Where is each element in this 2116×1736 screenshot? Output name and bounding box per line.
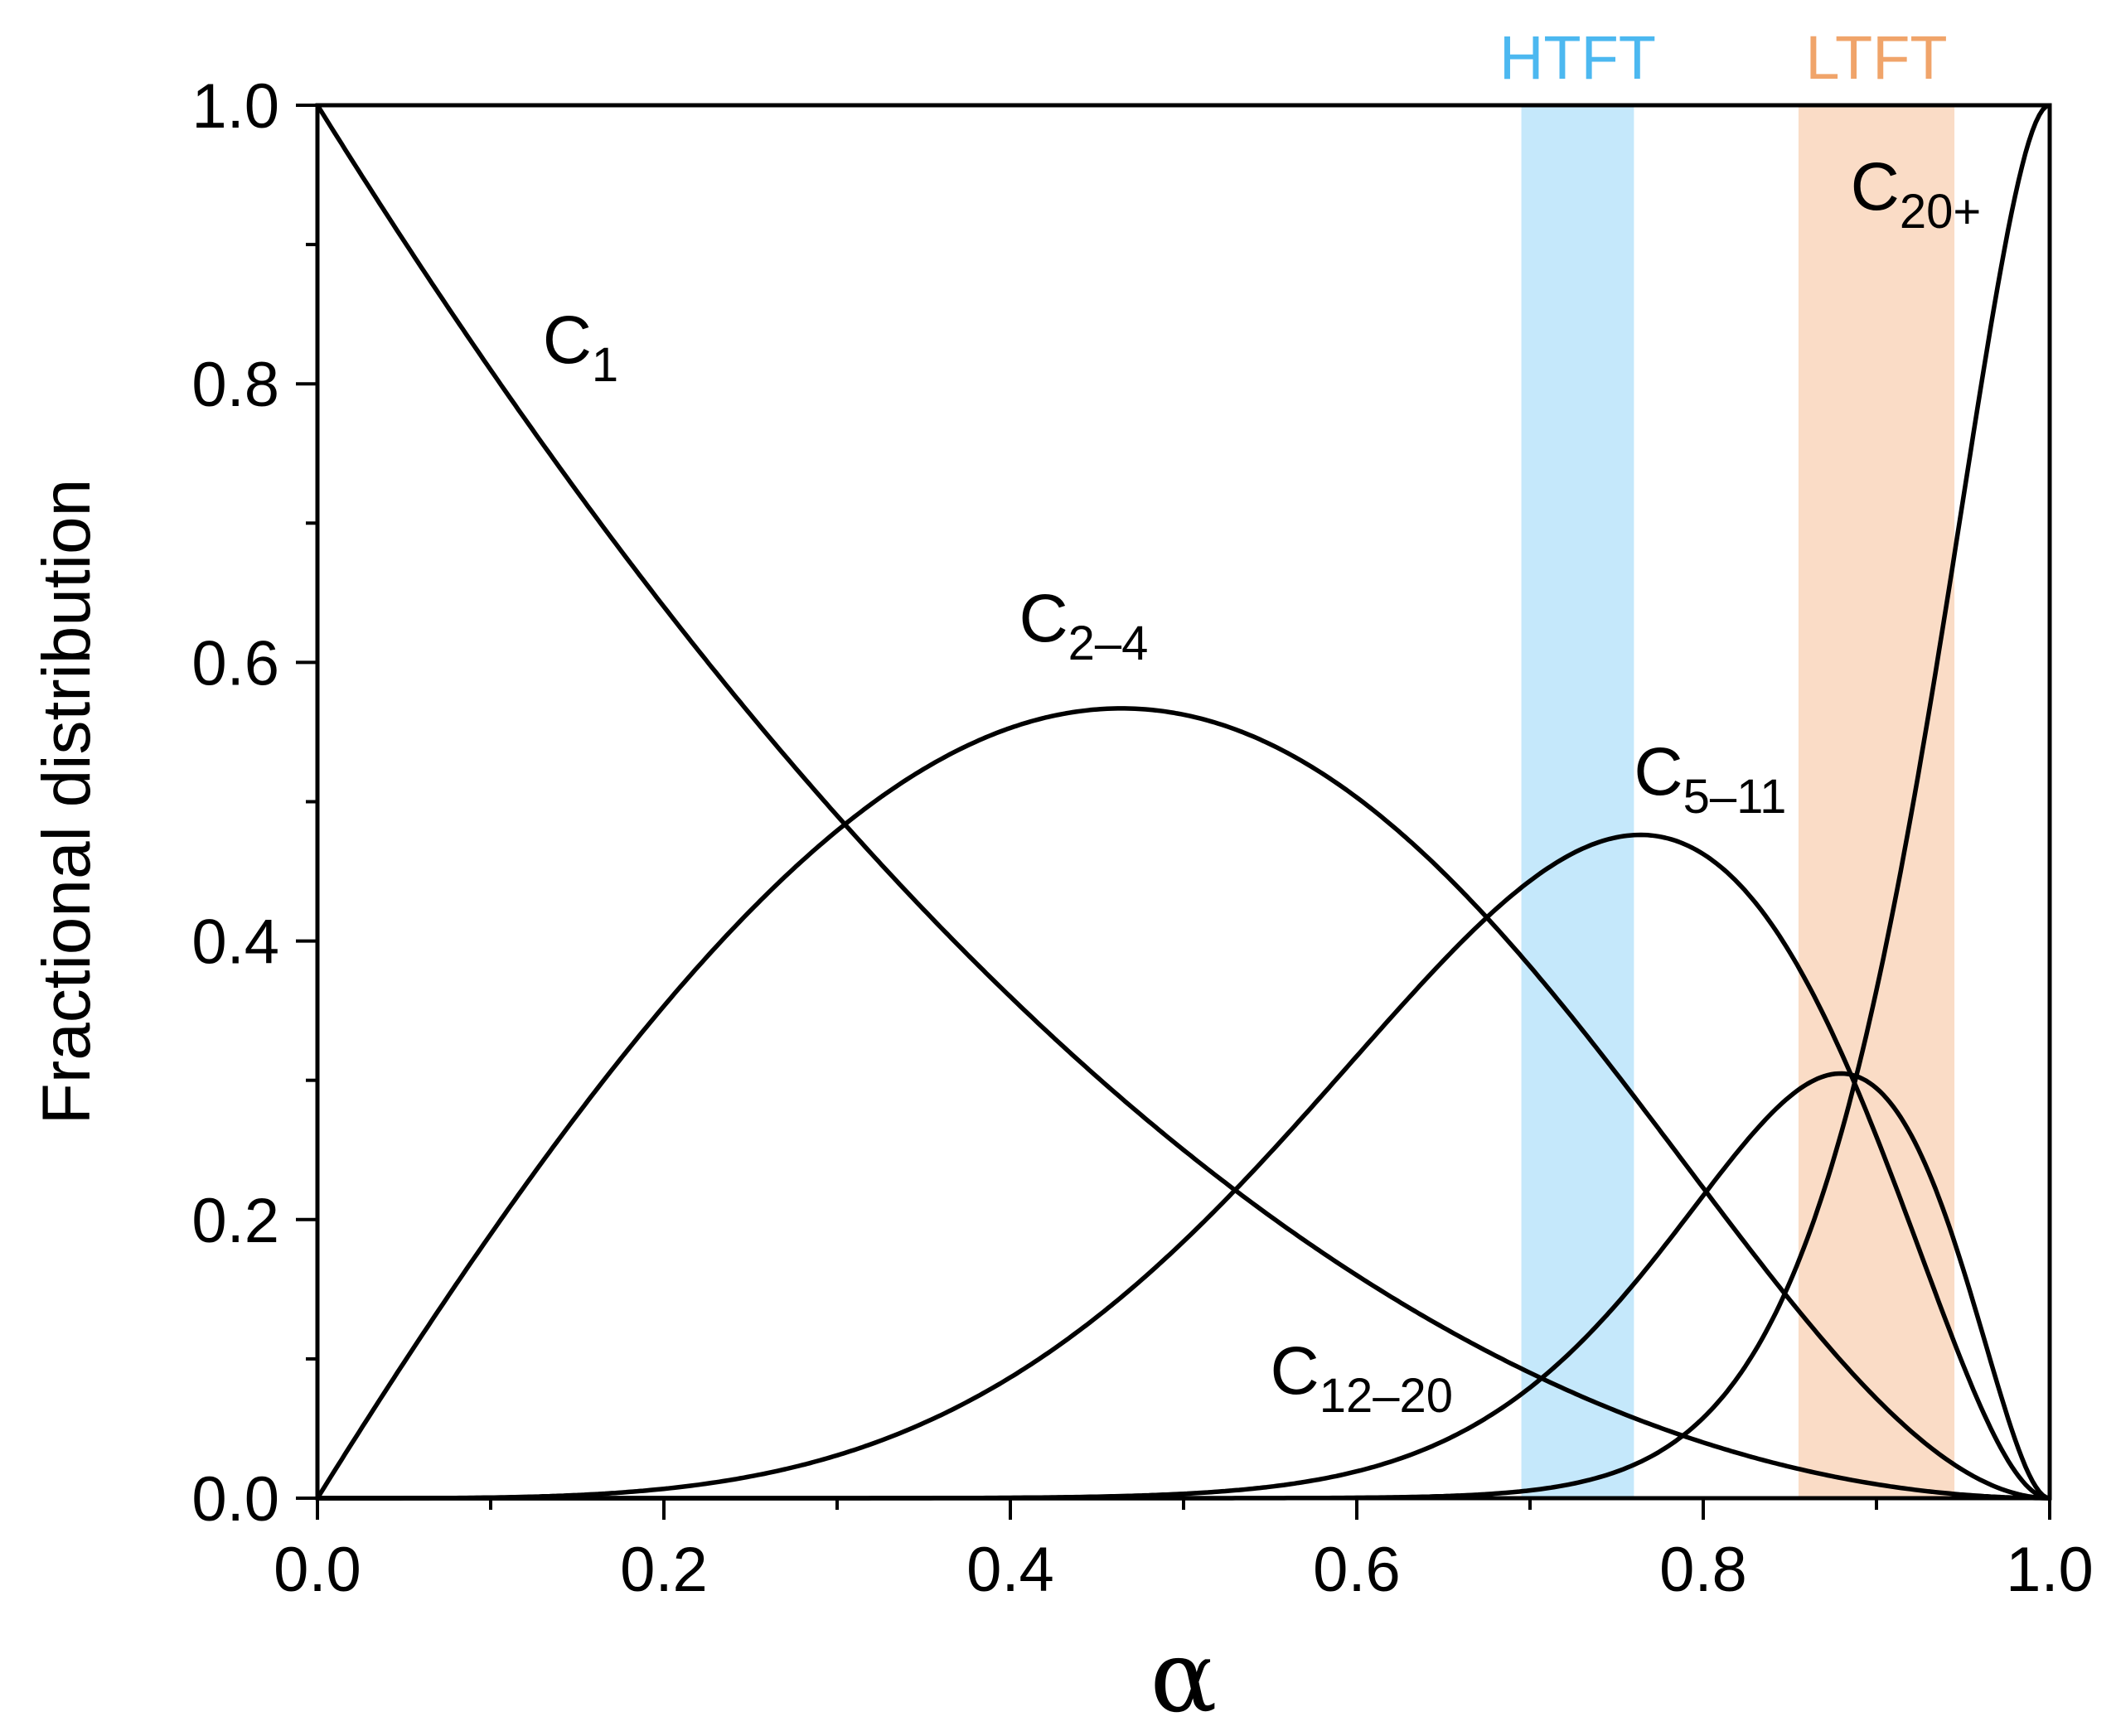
series-line-3 [317,832,2051,1501]
x-tick-labels: 0.0 0.2 0.4 0.6 0.8 1.0 [274,1535,2094,1605]
curve-label-main: C [1019,581,1068,656]
y-tick-label: 0.2 [191,1186,279,1256]
curve-label-subscript: 5–11 [1683,770,1787,824]
x-tick-label: 1.0 [2006,1535,2094,1605]
curve-label: C20+ [1851,149,1982,239]
band-label-ltft: LTFT [1805,23,1947,92]
curve-label: C5–11 [1634,734,1786,824]
curve-label-main: C [1634,734,1683,810]
series-line-2 [315,706,2051,1501]
y-tick-labels: 0.0 0.2 0.4 0.6 0.8 1.0 [191,71,279,1535]
band-labels: HTFT LTFT [1499,23,1948,92]
y-tick-label: 0.6 [191,628,279,699]
x-tick-label: 0.0 [274,1535,361,1605]
band-htft [1521,105,1634,1498]
y-tick-label: 0.4 [191,907,279,978]
band-ltft [1798,105,1955,1498]
curve-label-main: C [1851,149,1900,225]
band-label-htft: HTFT [1499,23,1656,92]
y-tick-label: 0.8 [191,350,279,420]
curve-label-subscript: 1 [592,338,618,392]
series-line-1 [315,104,2050,1501]
curve-label: C12–20 [1271,1333,1454,1423]
curve-label: C2–4 [1019,581,1148,670]
y-tick-label: 1.0 [191,71,279,142]
axis-ticks [296,104,2051,1520]
y-axis-title: Fractional distribution [29,479,104,1124]
curve-label-subscript: 2–4 [1068,617,1149,670]
x-tick-label: 0.8 [1659,1535,1747,1605]
x-axis-title: α [1150,1620,1217,1735]
x-tick-label: 0.2 [620,1535,708,1605]
curve-label-subscript: 20+ [1900,185,1981,239]
curve-label: C1 [543,302,618,392]
x-tick-label: 0.6 [1313,1535,1401,1605]
y-tick-label: 0.0 [191,1464,279,1535]
curve-label-main: C [543,302,592,378]
curve-label-subscript: 12–20 [1319,1369,1453,1423]
x-tick-label: 0.4 [966,1535,1054,1605]
process-bands [1521,105,1955,1498]
curve-label-main: C [1271,1333,1319,1409]
